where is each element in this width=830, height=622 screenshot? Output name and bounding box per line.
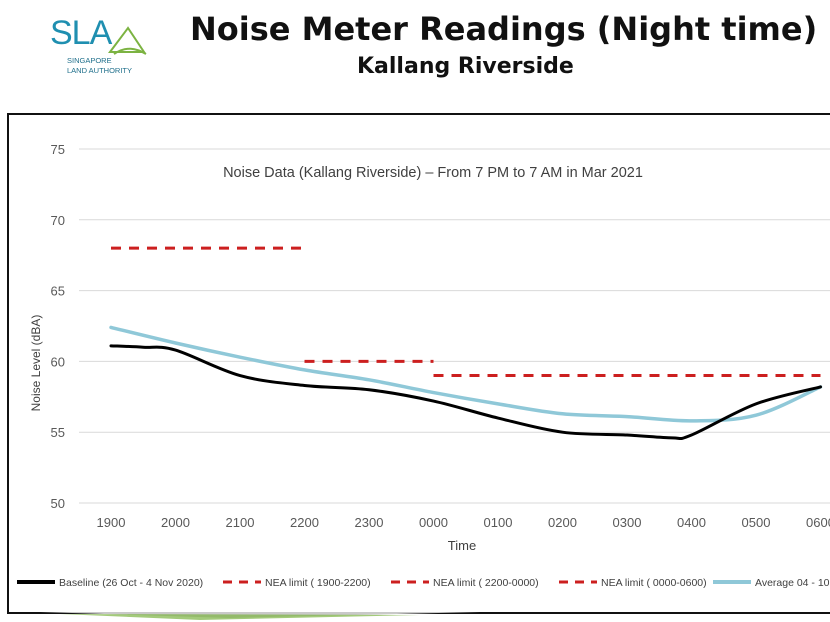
page-title: Noise Meter Readings (Night time) <box>190 10 818 48</box>
x-tick-label: 0400 <box>677 515 706 530</box>
x-tick-label: 0600 <box>806 515 830 530</box>
x-tick-label: 2300 <box>355 515 384 530</box>
y-tick-label: 55 <box>51 425 65 440</box>
series-line-4 <box>109 325 823 423</box>
sla-logo: SLA SINGAPORE LAND AUTHORITY <box>48 8 158 80</box>
y-tick-label: 60 <box>51 354 65 369</box>
legend-label-3: NEA limit ( 0000-0600) <box>601 577 707 589</box>
noise-line-chart: 50 55 60 65 70 75 1900 2000 2100 2200 2300 0000 010… <box>17 142 830 589</box>
logo-line1: SINGAPORE <box>67 56 112 65</box>
chart-series <box>109 246 823 441</box>
x-tick-label: 0200 <box>548 515 577 530</box>
legend-label-2: NEA limit ( 2200-0000) <box>433 577 539 589</box>
chart-legend: Baseline (26 Oct - 4 Nov 2020) NEA limit … <box>17 577 830 589</box>
chart-title: Noise Data (Kallang Riverside) – From 7 … <box>223 165 643 181</box>
x-tick-label: 0000 <box>419 515 448 530</box>
logo-line2: LAND AUTHORITY <box>67 66 133 75</box>
x-tick-label: 0500 <box>742 515 771 530</box>
page-subtitle: Kallang Riverside <box>357 54 574 79</box>
y-tick-label: 75 <box>51 142 65 157</box>
legend-label-0: Baseline (26 Oct - 4 Nov 2020) <box>59 577 203 589</box>
x-tick-label: 2200 <box>290 515 319 530</box>
x-axis-label: Time <box>448 538 476 553</box>
series-line-0 <box>109 344 822 441</box>
y-tick-label: 50 <box>51 496 65 511</box>
x-tick-label: 1900 <box>97 515 126 530</box>
chart-gridlines <box>79 148 830 504</box>
decorative-stripe <box>40 612 480 620</box>
chart-frame: 50 55 60 65 70 75 1900 2000 2100 2200 2300 0000 010… <box>7 113 830 614</box>
x-tick-label: 2100 <box>226 515 255 530</box>
legend-label-4: Average 04 - 10 <box>755 577 830 589</box>
y-axis-label: Noise Level (dBA) <box>29 315 43 412</box>
x-tick-label: 0300 <box>613 515 642 530</box>
x-axis-ticks: 1900 2000 2100 2200 2300 0000 0100 0200 0300 0400… <box>97 515 830 530</box>
sla-logo-mark-icon <box>108 26 147 55</box>
logo-text: SLA <box>50 14 112 52</box>
y-axis-ticks: 50 55 60 65 70 75 <box>51 142 65 511</box>
y-tick-label: 70 <box>51 213 65 228</box>
x-tick-label: 0100 <box>484 515 513 530</box>
x-tick-label: 2000 <box>161 515 190 530</box>
y-tick-label: 65 <box>51 284 65 299</box>
legend-label-1: NEA limit ( 1900-2200) <box>265 577 371 589</box>
